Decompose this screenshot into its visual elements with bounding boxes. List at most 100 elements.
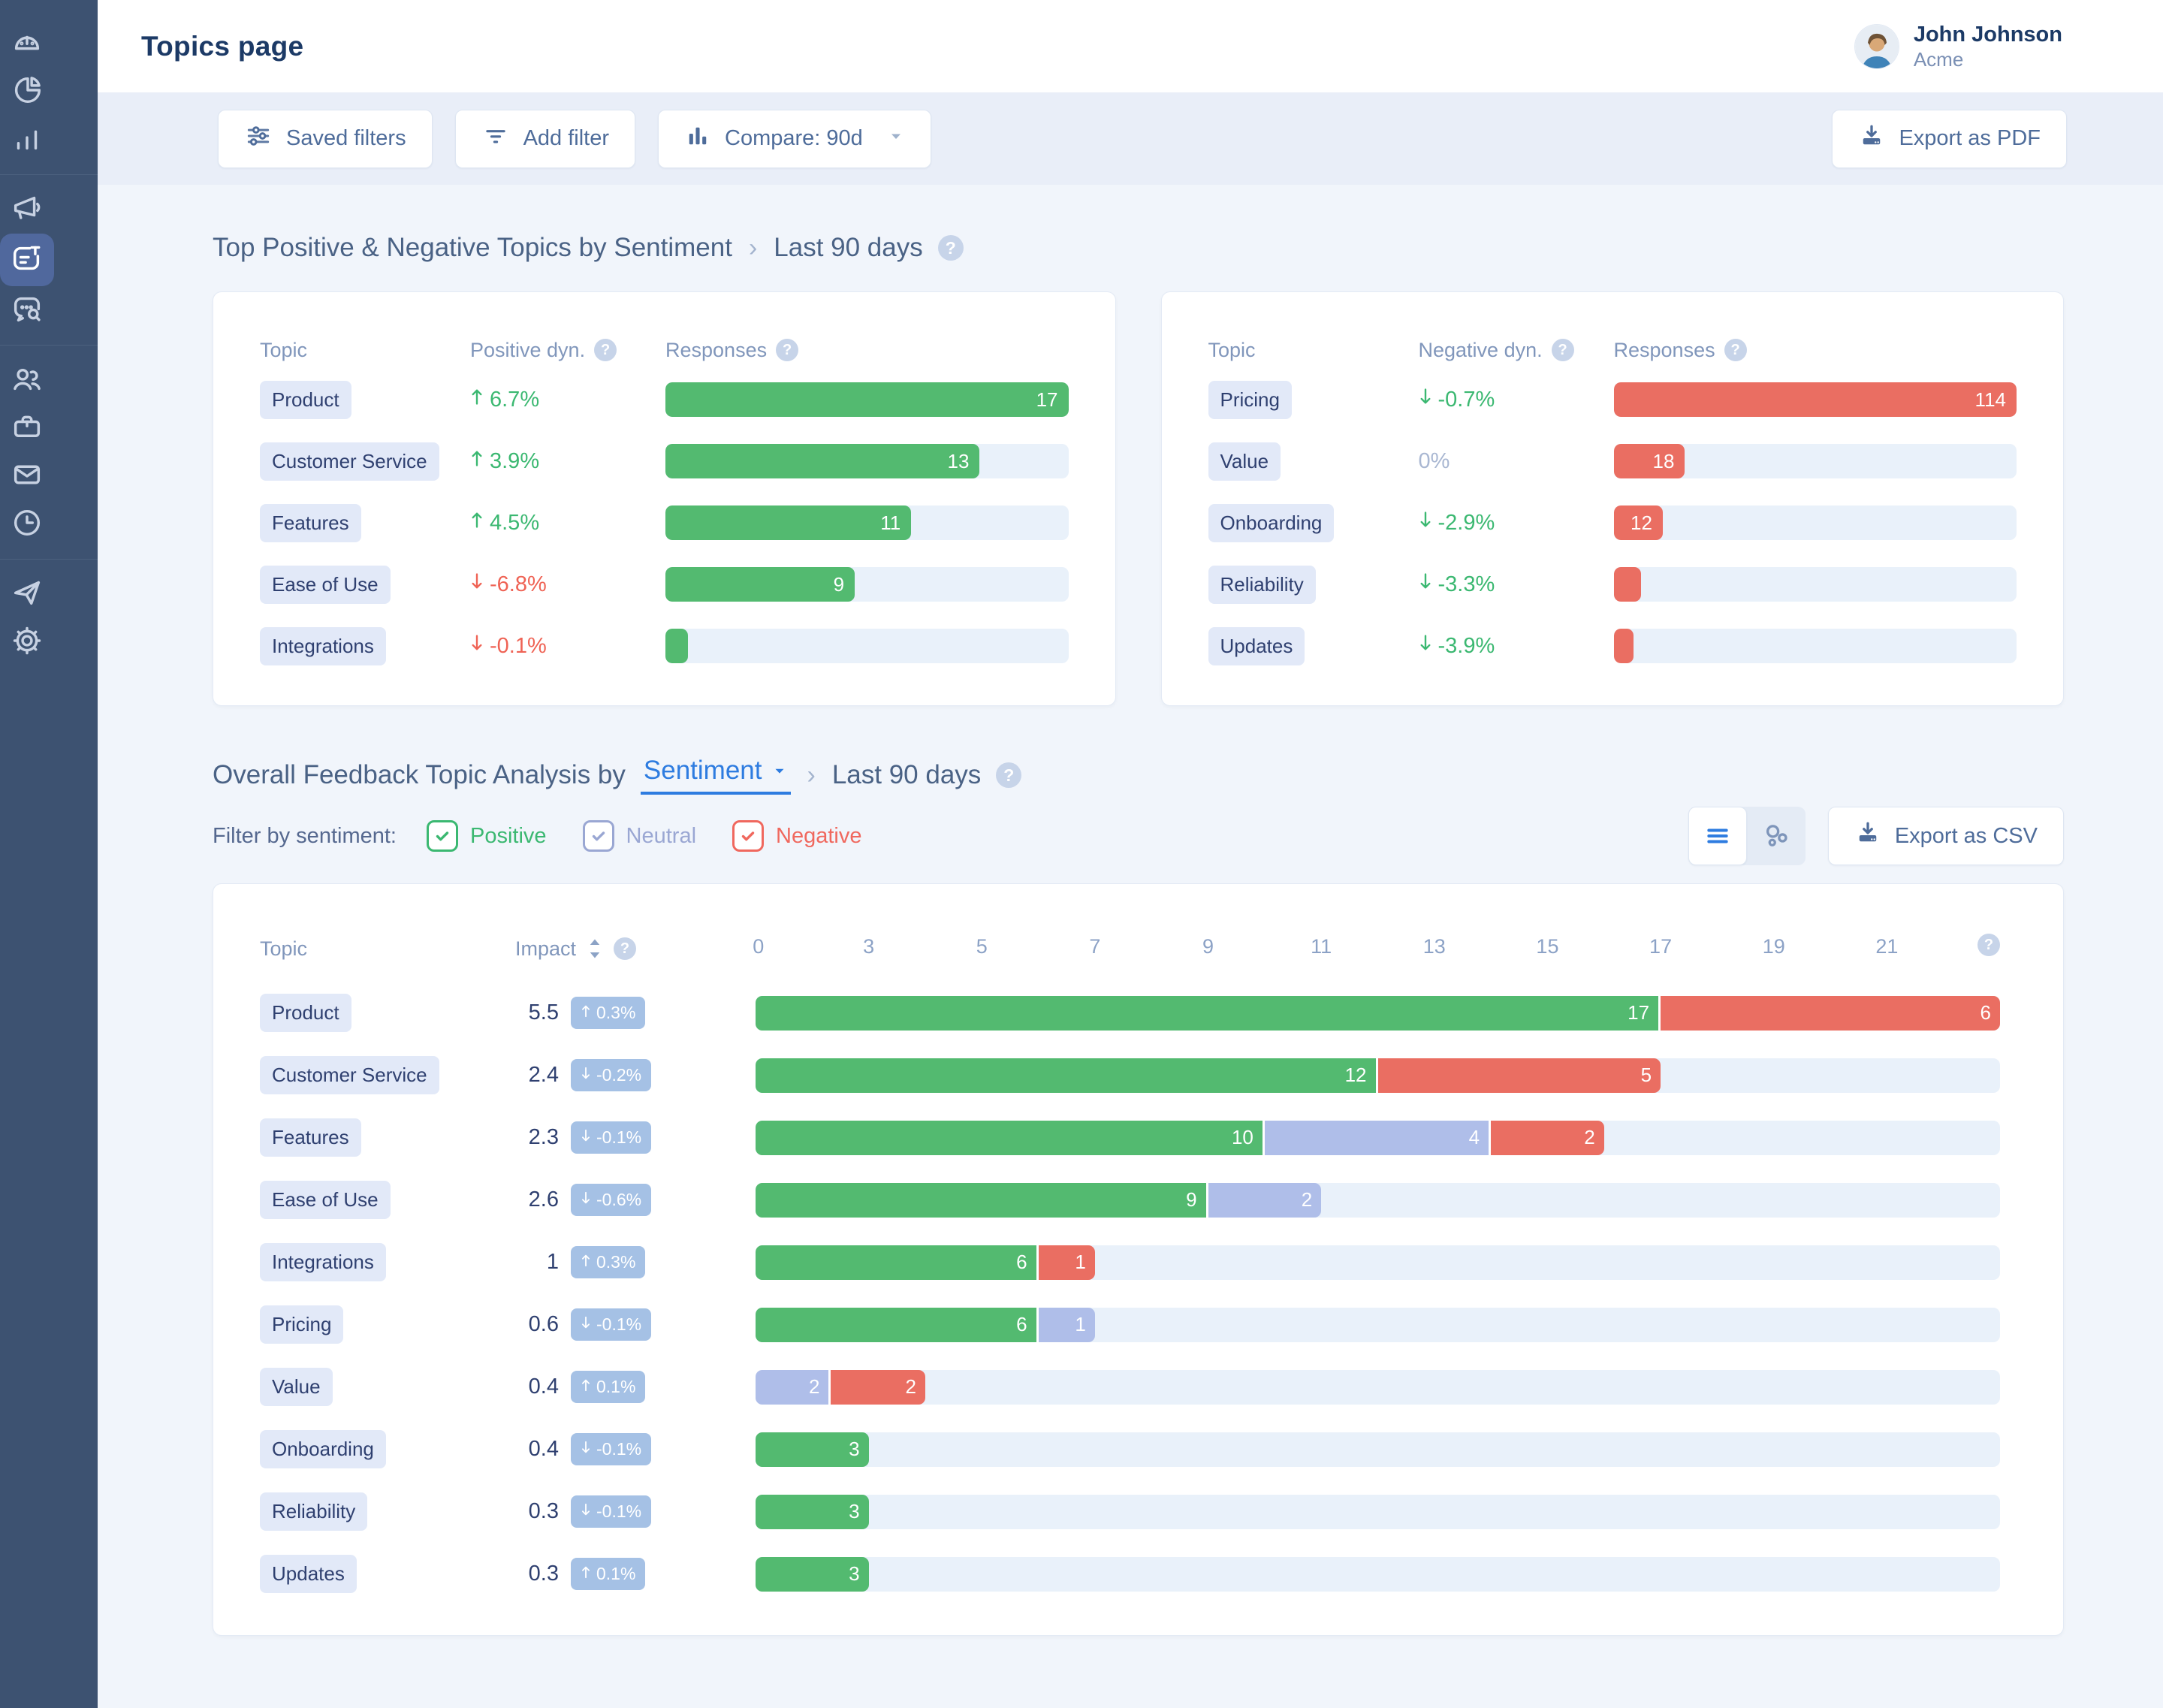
sidebar-item-analytics[interactable] <box>0 116 54 164</box>
help-icon[interactable]: ? <box>1552 339 1574 361</box>
sidebar-item-conversation-search[interactable] <box>0 286 54 334</box>
sentiment-bar-track: 1042 <box>756 1121 2000 1155</box>
list-view-icon <box>1703 821 1733 851</box>
view-toggle-group <box>1688 807 1806 865</box>
briefcase-icon <box>10 409 44 448</box>
help-icon[interactable]: ? <box>996 762 1021 788</box>
impact-value: 0.3 <box>515 1562 559 1586</box>
impact-cell: 0.30.1% <box>515 1558 756 1590</box>
dynamics-value: 0% <box>1419 449 1614 474</box>
topic-chip[interactable]: Pricing <box>260 1305 343 1344</box>
checkbox-checked-icon[interactable] <box>427 820 458 852</box>
topic-chip[interactable]: Features <box>260 504 361 542</box>
topic-chip[interactable]: Reliability <box>260 1492 367 1531</box>
checkbox-checked-icon[interactable] <box>583 820 614 852</box>
positive-segment: 3 <box>756 1495 869 1529</box>
topic-chip[interactable]: Pricing <box>1208 381 1292 419</box>
help-icon[interactable]: ? <box>776 339 798 361</box>
send-icon <box>10 575 44 614</box>
sentiment-filter-label: Negative <box>776 824 861 849</box>
sidebar-item-users[interactable] <box>0 356 54 404</box>
dyn-column-header: Negative dyn.? <box>1419 339 1614 362</box>
trend-down-icon <box>1419 633 1432 659</box>
topic-chip[interactable]: Customer Service <box>260 442 439 481</box>
help-icon[interactable]: ? <box>594 339 617 361</box>
sidebar-item-settings[interactable] <box>0 618 54 666</box>
compare-dropdown[interactable]: Compare: 90d <box>658 110 931 168</box>
trend-up-icon <box>470 510 484 536</box>
breadcrumb-chevron: › <box>806 761 817 790</box>
list-view-toggle[interactable] <box>1688 807 1747 865</box>
topic-chip[interactable]: Onboarding <box>260 1430 386 1468</box>
topic-column-header: Topic <box>260 339 470 362</box>
topic-chip[interactable]: Product <box>260 381 351 419</box>
sidebar-item-inbox[interactable] <box>0 452 54 500</box>
card-header-row: TopicPositive dyn.?Responses? <box>260 331 1069 369</box>
topic-chip[interactable]: Features <box>260 1118 361 1157</box>
topic-chip[interactable]: Updates <box>1208 627 1305 665</box>
sidebar-item-history[interactable] <box>0 500 54 548</box>
impact-cell: 0.3-0.1% <box>515 1495 756 1528</box>
sentiment-filter-negative[interactable]: Negative <box>732 820 861 852</box>
topic-chip[interactable]: Integrations <box>260 627 386 665</box>
trend-down-icon <box>470 572 484 597</box>
bar-value-label: 17 <box>1036 388 1058 412</box>
impact-delta-text: -0.2% <box>596 1065 641 1085</box>
bubble-view-toggle[interactable] <box>1747 807 1806 865</box>
segment-value-label: 17 <box>1628 1001 1649 1024</box>
sentiment-filter-neutral[interactable]: Neutral <box>583 820 697 852</box>
help-icon[interactable]: ? <box>938 235 964 261</box>
chart-row: Features2.3-0.1%1042 <box>260 1106 2000 1169</box>
export-csv-button[interactable]: Export as CSV <box>1828 807 2064 865</box>
sidebar-item-pie-reports[interactable] <box>0 68 54 116</box>
responses-bar-track: 17 <box>665 382 1069 417</box>
sentiment-filter-positive[interactable]: Positive <box>427 820 547 852</box>
table-row: Integrations-0.1% <box>260 615 1069 677</box>
user-menu[interactable]: John Johnson Acme <box>1855 21 2062 71</box>
table-row: Reliability-3.3% <box>1208 554 2017 615</box>
bar-chart-icon <box>10 121 44 159</box>
topic-chip[interactable]: Ease of Use <box>260 566 391 604</box>
group-by-dropdown[interactable]: Sentiment <box>641 756 791 795</box>
conversation-search-icon <box>10 291 44 330</box>
help-icon[interactable]: ? <box>614 937 636 960</box>
card-header-row: TopicNegative dyn.?Responses? <box>1208 331 2017 369</box>
impact-value: 0.3 <box>515 1499 559 1524</box>
positive-topics-card: TopicPositive dyn.?Responses?Product6.7%… <box>213 291 1116 706</box>
topic-chip[interactable]: Reliability <box>1208 566 1316 604</box>
export-pdf-button[interactable]: Export as PDF <box>1832 110 2067 168</box>
impact-delta-badge: -0.1% <box>571 1121 651 1154</box>
axis-tick: 3 <box>863 935 874 958</box>
sidebar-item-topics[interactable] <box>0 234 54 286</box>
trend-down-icon <box>581 1314 591 1335</box>
topic-chip[interactable]: Onboarding <box>1208 504 1335 542</box>
topic-chip[interactable]: Product <box>260 994 351 1032</box>
saved-filters-button[interactable]: Saved filters <box>218 110 433 168</box>
chart-row: Reliability 0.3-0.1%3 <box>260 1480 2000 1543</box>
topic-chip[interactable]: Ease of Use <box>260 1181 391 1219</box>
topic-chip[interactable]: Customer Service <box>260 1056 439 1094</box>
topic-chip[interactable]: Value <box>260 1368 333 1406</box>
help-icon[interactable]: ? <box>1977 934 2000 956</box>
sort-icon[interactable] <box>585 937 605 960</box>
topic-chip[interactable]: Updates <box>260 1555 357 1593</box>
impact-delta-badge: -0.2% <box>571 1059 651 1091</box>
sidebar-item-workspace[interactable] <box>0 404 54 452</box>
responses-bar: 9 <box>665 567 855 602</box>
responses-bar: 12 <box>1614 505 1663 540</box>
sidebar-item-send[interactable] <box>0 570 54 618</box>
dashboard-icon <box>10 25 44 63</box>
sidebar-item-campaigns[interactable] <box>0 186 54 234</box>
add-filter-button[interactable]: Add filter <box>455 110 635 168</box>
topic-chip[interactable]: Integrations <box>260 1243 386 1281</box>
checkbox-checked-icon[interactable] <box>732 820 764 852</box>
help-icon[interactable]: ? <box>1724 339 1747 361</box>
sidebar-item-dashboard[interactable] <box>0 20 54 68</box>
topic-chip[interactable]: Value <box>1208 442 1281 481</box>
table-row: Ease of Use-6.8%9 <box>260 554 1069 615</box>
sliders-icon <box>244 122 273 156</box>
trend-down-icon <box>1419 572 1432 597</box>
top-section-title: Top Positive & Negative Topics by Sentim… <box>213 233 732 263</box>
avatar[interactable] <box>1855 25 1899 68</box>
dynamics-text: 4.5% <box>490 511 539 536</box>
